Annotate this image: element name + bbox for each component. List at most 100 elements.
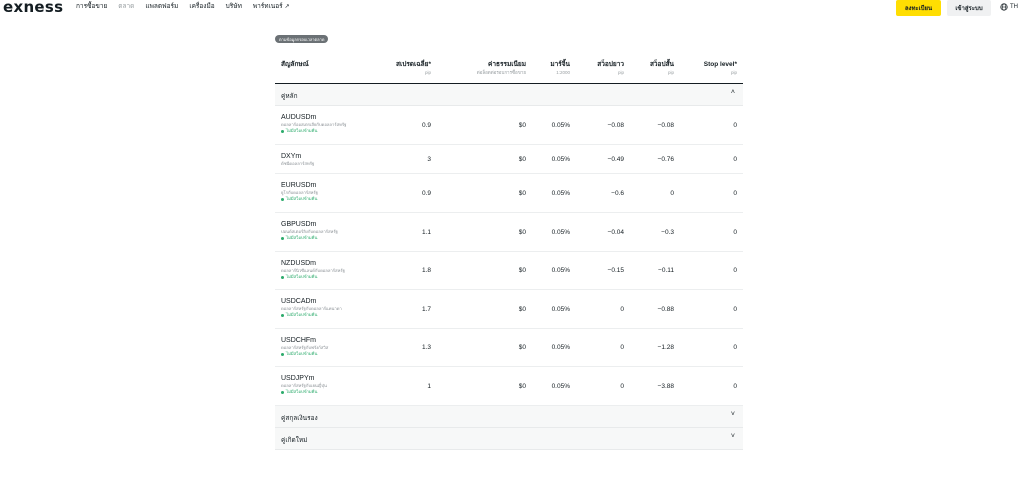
nav-item-label: บริษัท [225, 3, 242, 10]
status-dot-icon [281, 275, 284, 279]
cell-stop-level: 0 [733, 190, 737, 197]
symbol-name[interactable]: GBPUSDm [281, 221, 317, 228]
cell-commission: $0 [518, 344, 526, 351]
swap-free-label: ไม่มีสว็อปข้ามคืน [286, 128, 318, 133]
swap-free-indicator: ไม่มีสว็อปข้ามคืน [281, 312, 342, 318]
symbol-description: ดอลลาร์นิวซีแลนด์กับดอลลาร์สหรัฐ [281, 268, 345, 273]
symbol-name[interactable]: DXYm [281, 153, 302, 160]
symbol-description: ดอลลาร์สหรัฐกับดอลลาร์แคนาดา [281, 306, 342, 311]
swap-free-indicator: ไม่มีสว็อปข้ามคืน [281, 389, 327, 395]
cell-margin: 0.05% [551, 122, 570, 129]
swap-free-indicator: ไม่มีสว็อปข้ามคืน [281, 351, 328, 357]
group-exotics[interactable]: คู่เกิดใหม่ ˅ [275, 428, 743, 450]
nav-item-label: เครื่องมือ [189, 3, 215, 10]
cell-commission: $0 [518, 306, 526, 313]
cell-swap-long: −0.04 [607, 229, 624, 236]
group-label: คู่เกิดใหม่ [281, 437, 308, 444]
nav-item-label: การซื้อขาย [76, 3, 108, 10]
cell-stop-level: 0 [733, 306, 737, 313]
symbol-cell: NZDUSDm ดอลลาร์นิวซีแลนด์กับดอลลาร์สหรัฐไ… [281, 259, 345, 280]
cell-commission: $0 [518, 383, 526, 390]
status-dot-icon [281, 197, 284, 201]
table-row: USDCADm ดอลลาร์สหรัฐกับดอลลาร์แคนาดา ไม่มี… [275, 290, 743, 329]
cell-commission: $0 [518, 229, 526, 236]
globe-icon [1000, 3, 1008, 11]
site-header: exness การซื้อขาย ตลาด แพลตฟอร์ม เครื่องมือ… [0, 0, 1024, 17]
group-majors[interactable]: คู่หลัก ˄ [275, 84, 743, 106]
column-spread: สเปรดเฉลี่ย* pip [396, 61, 431, 75]
nav-item[interactable]: บริษัท [226, 3, 242, 11]
cell-swap-short: −3.88 [657, 383, 674, 390]
table-row: EURUSDm ยูโรกับดอลลาร์สหรัฐ ไม่มีสว็อปข้าม… [275, 174, 743, 213]
cell-swap-short: −1.28 [657, 344, 674, 351]
symbol-name[interactable]: AUDUSDm [281, 114, 317, 121]
cell-swap-short: −0.11 [658, 267, 674, 274]
cell-margin: 0.05% [551, 306, 570, 313]
cell-margin: 0.05% [551, 267, 570, 274]
cell-stop-level: 0 [733, 156, 737, 163]
cell-swap-long: −0.49 [607, 156, 624, 163]
cell-stop-level: 0 [733, 383, 737, 390]
symbol-cell: GBPUSDm ปอนด์สเตอร์ลิงกับดอลลาร์สหรัฐ ไม่ม… [281, 220, 338, 241]
column-stop-level: Stop level* pip [703, 61, 737, 75]
nav-item[interactable]: การซื้อขาย [76, 3, 107, 11]
chevron-down-icon[interactable]: ˅ [730, 433, 735, 440]
register-button[interactable]: ลงทะเบียน [896, 0, 941, 16]
symbol-description: ปอนด์สเตอร์ลิงกับดอลลาร์สหรัฐ [281, 229, 338, 234]
group-label: คู่สกุลเงินรอง [281, 415, 318, 422]
exness-logo[interactable]: exness [3, 0, 64, 16]
cell-swap-short: −0.08 [657, 122, 674, 129]
cell-swap-long: 0 [620, 383, 624, 390]
instruments-table: สัญลักษณ์ สเปรดเฉลี่ย* pip ค่าธรรมเนียม ต่… [275, 55, 743, 450]
cell-commission: $0 [518, 190, 526, 197]
chevron-up-icon[interactable]: ˄ [730, 89, 735, 96]
login-button[interactable]: เข้าสู่ระบบ [947, 0, 991, 16]
cell-spread: 1 [427, 383, 431, 390]
swap-free-label: ไม่มีสว็อปข้ามคืน [286, 389, 318, 394]
cell-swap-short: −0.88 [657, 306, 674, 313]
symbol-description: ดัชนีดอลลาร์สหรัฐ [281, 161, 315, 166]
external-arrow-icon: ↗ [284, 4, 290, 10]
chevron-down-icon[interactable]: ˅ [730, 411, 735, 418]
symbol-cell: USDJPYm ดอลลาร์สหรัฐกับเยนญี่ปุ่น ไม่มีสว็… [281, 374, 327, 395]
cell-spread: 1.1 [421, 229, 431, 236]
table-header: สัญลักษณ์ สเปรดเฉลี่ย* pip ค่าธรรมเนียม ต่… [275, 55, 743, 84]
cell-swap-short: 0 [670, 190, 674, 197]
cell-margin: 0.05% [551, 229, 570, 236]
symbol-name[interactable]: USDCADm [281, 298, 317, 305]
swap-free-indicator: ไม่มีสว็อปข้ามคืน [281, 274, 345, 280]
table-row: GBPUSDm ปอนด์สเตอร์ลิงกับดอลลาร์สหรัฐ ไม่ม… [275, 213, 743, 252]
cell-spread: 1.7 [421, 306, 431, 313]
group-minors[interactable]: คู่สกุลเงินรอง ˅ [275, 406, 743, 428]
nav-item[interactable]: พาร์ทเนอร์ ↗ [253, 3, 290, 11]
swap-free-indicator: ไม่มีสว็อปข้ามคืน [281, 235, 338, 241]
column-commission: ค่าธรรมเนียม ต่อล็อตต่อรอบการซื้อขาย [476, 61, 526, 75]
cell-stop-level: 0 [733, 229, 737, 236]
cell-swap-long: −0.6 [611, 190, 624, 197]
nav-item-label: ตลาด [118, 3, 135, 10]
nav-item[interactable]: ตลาด [118, 3, 134, 11]
swap-free-indicator: ไม่มีสว็อปข้ามคืน [281, 196, 318, 202]
cell-spread: 0.9 [421, 190, 431, 197]
swap-free-label: ไม่มีสว็อปข้ามคืน [286, 196, 318, 201]
cell-stop-level: 0 [733, 344, 737, 351]
symbol-cell: AUDUSDm ดอลลาร์ออสเตรเลียกับดอลลาร์สหรัฐไ… [281, 113, 346, 134]
status-dot-icon [281, 313, 284, 317]
symbol-name[interactable]: USDJPYm [281, 375, 315, 382]
cell-spread: 3 [427, 156, 431, 163]
nav-item-label: พาร์ทเนอร์ [252, 3, 283, 10]
cell-margin: 0.05% [551, 383, 570, 390]
symbol-name[interactable]: EURUSDm [281, 182, 317, 189]
swap-free-label: ไม่มีสว็อปข้ามคืน [286, 274, 318, 279]
symbol-name[interactable]: NZDUSDm [281, 260, 316, 267]
nav-item[interactable]: เครื่องมือ [189, 3, 214, 11]
symbol-cell: EURUSDm ยูโรกับดอลลาร์สหรัฐ ไม่มีสว็อปข้าม… [281, 181, 318, 202]
swap-free-label: ไม่มีสว็อปข้ามคืน [286, 351, 318, 356]
main-nav: การซื้อขาย ตลาด แพลตฟอร์ม เครื่องมือ บริษัท พ… [76, 3, 301, 11]
symbol-name[interactable]: USDCHFm [281, 337, 316, 344]
nav-item[interactable]: แพลตฟอร์ม [145, 3, 178, 11]
cell-margin: 0.05% [551, 190, 570, 197]
language-selector[interactable]: TH [1000, 3, 1018, 11]
symbol-cell: USDCHFm ดอลลาร์สหรัฐกับฟรังก์สวิส ไม่มีสว็… [281, 336, 328, 357]
symbol-description: ยูโรกับดอลลาร์สหรัฐ [281, 190, 318, 195]
